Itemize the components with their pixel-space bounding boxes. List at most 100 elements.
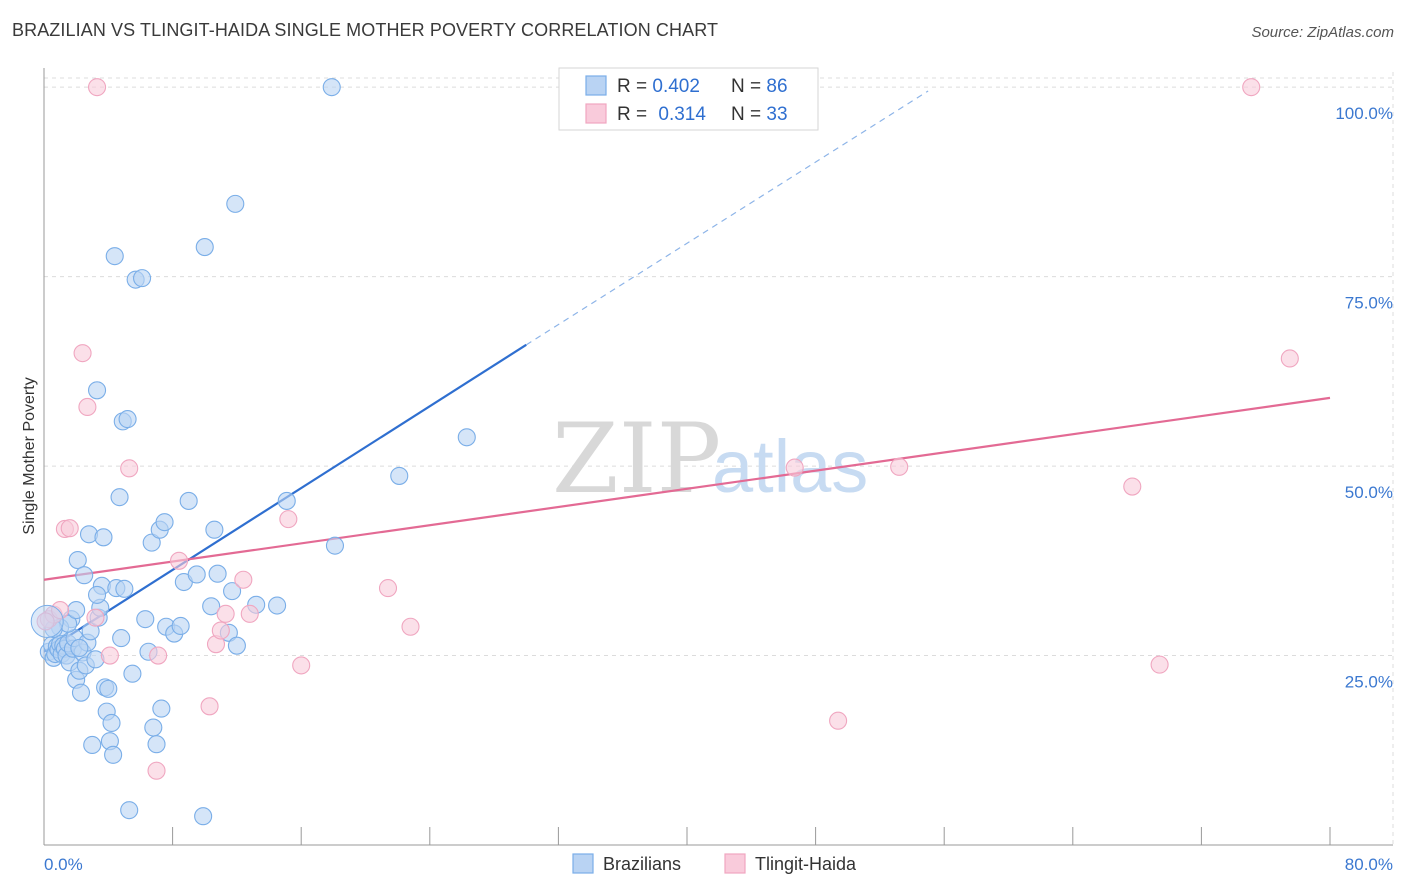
point-brazilians-36	[102, 713, 121, 733]
axes	[43, 68, 1393, 846]
r-label: R =	[617, 104, 652, 125]
legend-label-brazilians: Brazilians	[603, 854, 681, 874]
point-brazilians-17	[68, 551, 87, 570]
y-tick-label-3: 100.0%	[1335, 104, 1393, 123]
point-tlingit-haida-20	[279, 510, 298, 529]
stats-legend-row-tlingit-haida: R = 0.314 N = 33	[585, 103, 788, 125]
point-brazilians-49	[142, 533, 161, 552]
n-label: N =	[731, 104, 766, 125]
trend-line-tlingit-haida	[43, 396, 1331, 581]
x-tick-labels: 0.0% 80.0%	[44, 855, 1393, 874]
point-brazilians-19	[71, 683, 91, 702]
legend-swatch-tlingit-haida	[585, 103, 607, 124]
point-brazilians-82	[322, 78, 341, 97]
y-axis-label: Single Mother Poverty	[21, 377, 38, 534]
point-tlingit-haida-19	[240, 604, 259, 623]
legend-item-tlingit-haida[interactable]: Tlingit-Haida	[724, 853, 857, 874]
svg-text:N = 86: N = 86	[731, 76, 788, 97]
stats-legend-row-brazilians: R = 0.402 N = 86	[585, 75, 788, 97]
point-brazilians-83	[118, 410, 137, 429]
point-tlingit-haida-17	[216, 604, 235, 623]
r-label: R =	[617, 76, 652, 97]
point-tlingit-haida-6	[78, 397, 97, 417]
svg-text:N = 33: N = 33	[731, 104, 788, 125]
point-brazilians-50	[144, 718, 163, 737]
point-brazilians-79	[87, 585, 107, 604]
point-tlingit-haida-18	[234, 570, 253, 589]
stats-legend: R = 0.402 N = 86 R = 0.314 N = 33	[558, 67, 819, 131]
point-brazilians-57	[171, 616, 190, 636]
series-legend: Brazilians Tlingit-Haida	[572, 853, 857, 874]
point-brazilians-70	[268, 596, 287, 615]
legend-label-tlingit-haida: Tlingit-Haida	[755, 854, 857, 874]
point-brazilians-73	[390, 466, 409, 485]
point-tlingit-haida-31	[1280, 349, 1299, 368]
point-tlingit-haida-7	[86, 608, 105, 627]
y-tick-label-2: 75.0%	[1345, 294, 1393, 313]
point-brazilians-59	[179, 491, 198, 510]
point-brazilians-34	[99, 679, 118, 698]
svg-text:R = 0.402: R = 0.402	[617, 76, 700, 97]
point-brazilians-77	[67, 601, 86, 620]
point-brazilians-43	[115, 579, 134, 598]
point-tlingit-haida-8	[87, 78, 107, 97]
point-brazilians-78	[70, 638, 89, 658]
point-brazilians-60	[187, 565, 206, 584]
watermark: ZIP atlas	[552, 403, 868, 515]
point-brazilians-47	[136, 610, 155, 629]
point-brazilians-66	[223, 582, 242, 601]
trend-lines	[43, 90, 1331, 653]
point-brazilians-38	[105, 247, 124, 266]
chart-title: BRAZILIAN VS TLINGIT-HAIDA SINGLE MOTHER…	[12, 20, 719, 40]
point-brazilians-31	[94, 528, 113, 547]
point-brazilians-71	[277, 491, 296, 510]
point-brazilians-cluster	[30, 604, 64, 638]
point-tlingit-haida-16	[211, 621, 230, 640]
point-tlingit-haida-28	[1123, 477, 1142, 496]
point-tlingit-haida-30	[1242, 78, 1261, 97]
point-tlingit-haida-11	[147, 761, 166, 780]
point-tlingit-haida-21	[292, 656, 311, 675]
point-tlingit-haida-26	[829, 711, 848, 730]
point-brazilians-80	[120, 801, 139, 820]
x-tick-label-min: 0.0%	[44, 855, 83, 874]
point-brazilians-54	[155, 513, 174, 532]
point-brazilians-62	[202, 597, 221, 616]
n-value: 86	[766, 76, 787, 97]
point-tlingit-haida-9	[100, 646, 119, 665]
series-brazilians	[39, 78, 476, 826]
point-tlingit-haida-27	[890, 457, 909, 476]
x-tick-label-max: 80.0%	[1345, 855, 1393, 874]
legend-item-brazilians[interactable]: Brazilians	[572, 853, 681, 874]
point-tlingit-haida-10	[120, 459, 139, 478]
point-tlingit-haida-23	[401, 617, 420, 636]
point-brazilians-64	[208, 564, 227, 583]
y-tick-label-1: 50.0%	[1345, 483, 1393, 502]
point-tlingit-haida-29	[1150, 655, 1169, 674]
point-brazilians-72	[325, 536, 345, 555]
point-brazilians-40	[110, 488, 129, 507]
point-brazilians-41	[112, 629, 131, 648]
n-value: 33	[766, 104, 787, 125]
point-brazilians-74	[457, 428, 476, 447]
r-value: 0.314	[658, 104, 706, 125]
legend-swatch-brazilians	[585, 75, 607, 96]
point-brazilians-37	[104, 745, 123, 764]
point-tlingit-haida-13	[169, 551, 189, 570]
point-tlingit-haida-25	[785, 458, 804, 477]
legend-swatch-tlingit-haida	[724, 853, 746, 874]
point-brazilians-53	[152, 699, 171, 718]
point-brazilians-21	[75, 566, 94, 585]
point-brazilians-63	[205, 520, 224, 539]
data-points	[30, 78, 1299, 826]
point-brazilians-46	[133, 269, 152, 288]
point-brazilians-68	[227, 636, 246, 655]
n-label: N =	[731, 76, 766, 97]
point-brazilians-67	[226, 194, 245, 213]
point-tlingit-haida-14	[200, 697, 219, 716]
point-tlingit-haida-4	[60, 519, 79, 538]
source-label: Source: ZipAtlas.com	[1251, 24, 1394, 41]
y-tick-labels: 25.0% 50.0% 75.0% 100.0%	[1335, 104, 1393, 691]
point-brazilians-84	[87, 381, 107, 400]
